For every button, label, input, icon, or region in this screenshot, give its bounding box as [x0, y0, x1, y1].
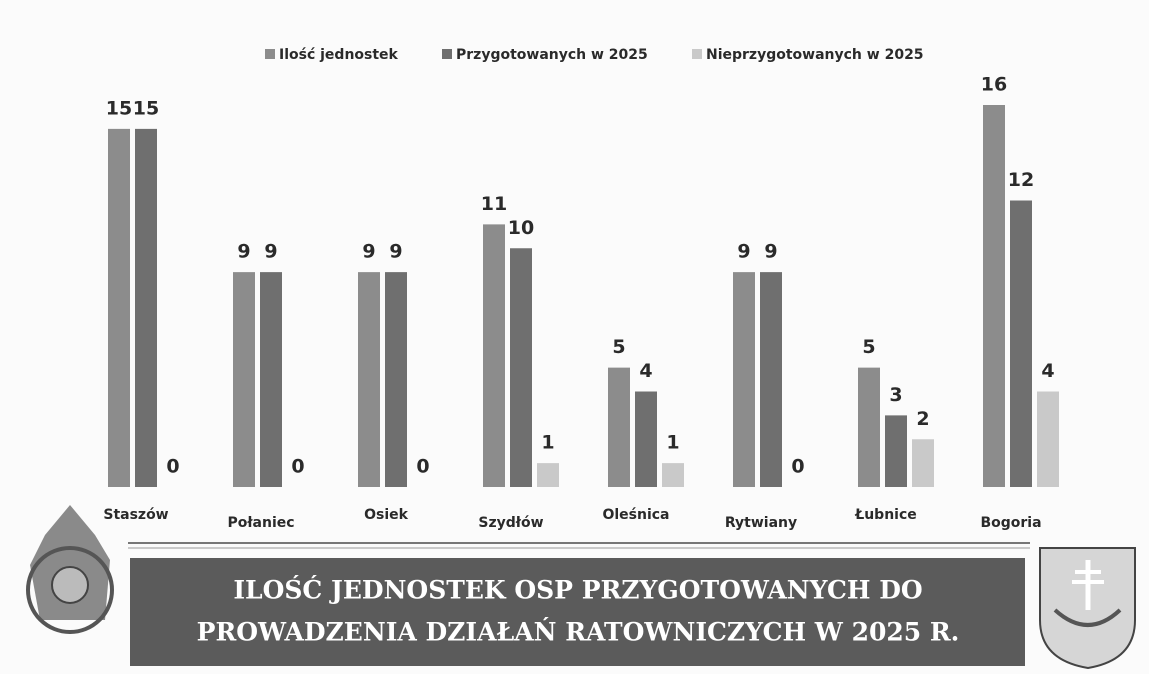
bar [912, 439, 934, 487]
data-label: 9 [737, 241, 750, 263]
data-label: 0 [291, 456, 304, 478]
bar [358, 272, 380, 487]
data-label: 16 [981, 74, 1007, 96]
bar [385, 272, 407, 487]
data-label: 15 [106, 97, 132, 119]
data-label: 11 [481, 193, 507, 215]
legend-swatch [442, 49, 452, 59]
bar [260, 272, 282, 487]
bar [1037, 391, 1059, 487]
x-tick-label: Osiek [364, 507, 409, 523]
bar [858, 367, 880, 487]
data-label: 0 [166, 456, 179, 478]
bar [733, 272, 755, 487]
bar [1010, 200, 1032, 487]
data-label: 3 [889, 384, 902, 406]
bar [537, 463, 559, 487]
data-label: 9 [264, 241, 277, 263]
legend-label: Przygotowanych w 2025 [456, 47, 648, 63]
bar [608, 367, 630, 487]
data-label: 1 [666, 432, 679, 454]
data-label: 9 [237, 241, 250, 263]
data-label: 4 [1041, 360, 1054, 382]
bar [635, 391, 657, 487]
data-label: 15 [133, 97, 159, 119]
fire-brigade-logo [26, 505, 114, 634]
data-label: 0 [416, 456, 429, 478]
chart-title: PROWADZENIA DZIAŁAŃ RATOWNICZYCH W 2025 … [197, 618, 960, 647]
bar [885, 415, 907, 487]
coat-of-arms [1039, 547, 1136, 670]
x-tick-label: Szydłów [478, 515, 543, 531]
legend-label: Ilość jednostek [279, 47, 399, 63]
data-label: 2 [916, 408, 929, 430]
data-label: 0 [791, 456, 804, 478]
data-label: 12 [1008, 169, 1034, 191]
x-tick-label: Bogoria [980, 515, 1041, 531]
data-label: 10 [508, 217, 534, 239]
bar [983, 105, 1005, 487]
bar [483, 224, 505, 487]
legend-label: Nieprzygotowanych w 2025 [706, 47, 924, 63]
legend-swatch [692, 49, 702, 59]
bar [662, 463, 684, 487]
x-tick-label: Połaniec [227, 515, 294, 531]
bar [135, 128, 157, 487]
legend-swatch [265, 49, 275, 59]
x-tick-label: Rytwiany [725, 515, 797, 531]
bar [510, 248, 532, 487]
x-tick-label: Staszów [103, 507, 168, 523]
data-label: 5 [612, 336, 625, 358]
x-tick-label: Łubnice [854, 507, 917, 523]
title-banner [130, 558, 1025, 666]
chart-title: ILOŚĆ JEDNOSTEK OSP PRZYGOTOWANYCH DO [233, 576, 922, 605]
bar [233, 272, 255, 487]
bar [760, 272, 782, 487]
data-label: 1 [541, 432, 554, 454]
data-label: 4 [639, 360, 652, 382]
bar [108, 128, 130, 487]
data-label: 9 [362, 241, 375, 263]
data-label: 9 [389, 241, 402, 263]
x-tick-label: Oleśnica [602, 507, 669, 523]
data-label: 9 [764, 241, 777, 263]
data-label: 5 [862, 336, 875, 358]
